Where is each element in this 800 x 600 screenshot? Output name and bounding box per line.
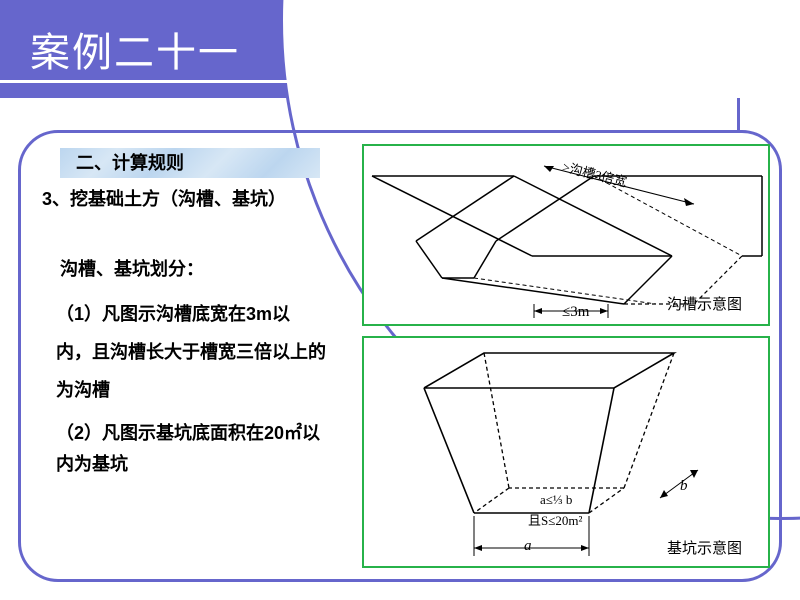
rule-1-text: （1）凡图示沟槽底宽在3m以内，且沟槽长大于槽宽三倍以上的为沟槽	[56, 296, 326, 409]
pit-cond1: a≤⅓ b	[540, 492, 572, 508]
pit-diagram-icon	[364, 338, 768, 566]
title-underline	[0, 80, 800, 83]
pit-b-label: b	[680, 478, 688, 495]
pit-a-label: a	[524, 538, 532, 555]
rule-2-text: （2）凡图示基坑底面积在20㎡以内为基坑	[56, 418, 326, 479]
trench-caption: 沟槽示意图	[667, 293, 742, 314]
pit-cond2: 且S≤20m²	[528, 510, 582, 529]
section-subheading: 二、计算规则	[60, 148, 320, 178]
division-label: 沟槽、基坑划分：	[60, 256, 204, 283]
slide: 案例二十一 二、计算规则 3、挖基础土方（沟槽、基坑） 沟槽、基坑划分： （1）…	[0, 0, 800, 600]
item-3-heading: 3、挖基础土方（沟槽、基坑）	[42, 186, 286, 213]
slide-title: 案例二十一	[30, 20, 240, 78]
arc-connector	[737, 98, 740, 132]
figure-trench: ≤3m >沟槽3倍宽 沟槽示意图	[362, 144, 770, 326]
pit-caption: 基坑示意图	[667, 537, 742, 558]
figure-pit: a b a≤⅓ b 且S≤20m² 基坑示意图	[362, 336, 770, 568]
trench-width-label: ≤3m	[562, 304, 589, 321]
